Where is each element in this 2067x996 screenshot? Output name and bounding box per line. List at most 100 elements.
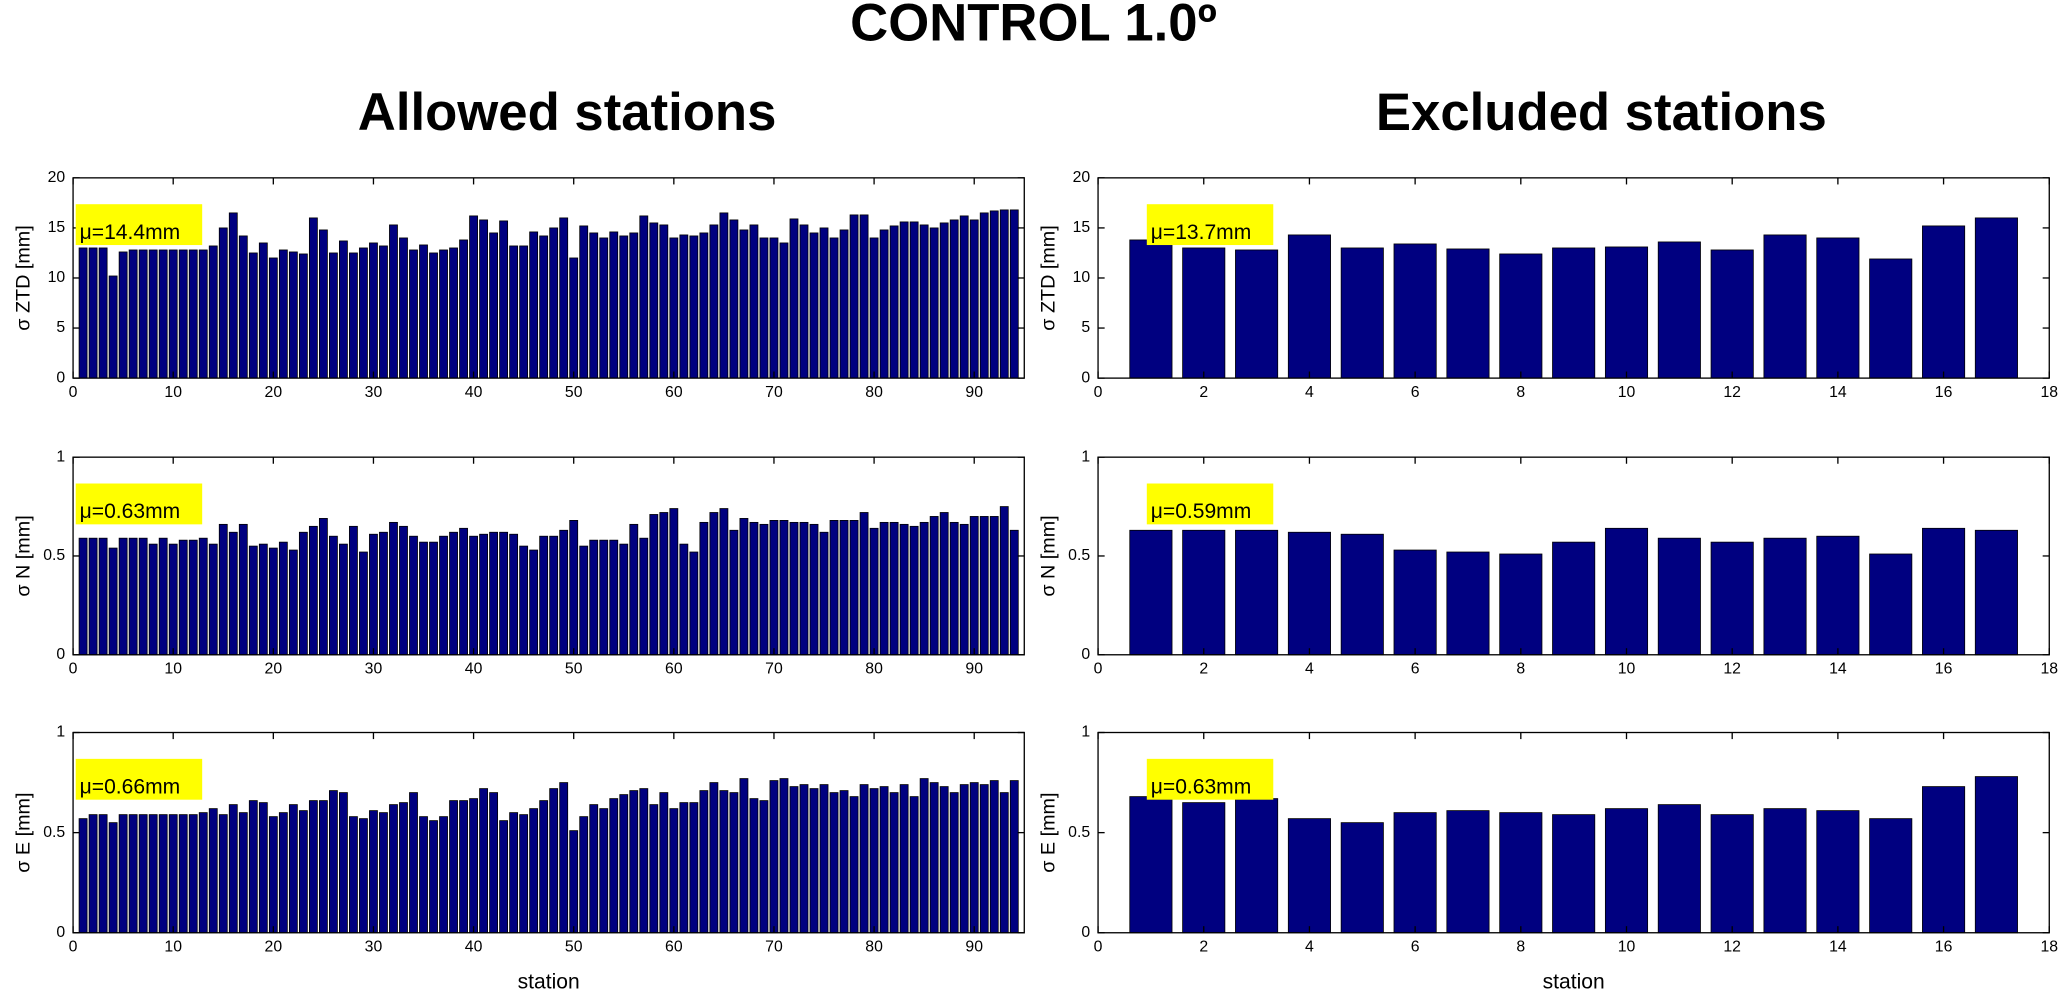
bar: [679, 802, 689, 934]
x-tick-label: 70: [765, 384, 783, 401]
bar: [879, 229, 889, 379]
bar: [1763, 234, 1807, 379]
x-tick-label: 40: [465, 384, 483, 401]
bar: [639, 788, 649, 934]
bar: [529, 231, 539, 379]
bar: [238, 812, 248, 934]
y-axis-label: σ E [mm]: [1038, 793, 1060, 873]
bar: [739, 778, 749, 934]
bar: [739, 229, 749, 379]
bar: [78, 818, 88, 934]
bar: [519, 814, 529, 934]
y-tick-label: 20: [1073, 169, 1091, 186]
y-tick-label: 0: [56, 369, 65, 386]
bar: [138, 814, 148, 934]
bar: [329, 535, 338, 656]
bar: [1182, 529, 1226, 656]
bar: [679, 543, 689, 656]
bar: [1340, 822, 1384, 934]
y-tick-label: 0.5: [1068, 547, 1090, 564]
bar: [449, 247, 458, 379]
bar: [859, 214, 869, 379]
bar: [849, 520, 859, 656]
bar: [138, 249, 148, 379]
bar: [479, 219, 488, 379]
bar: [509, 533, 519, 656]
x-tick-label: 30: [365, 938, 383, 955]
bar: [298, 253, 308, 379]
bar: [128, 249, 138, 379]
bar: [989, 516, 999, 656]
x-tick-label: 14: [1829, 384, 1847, 401]
x-tick-label: 20: [265, 938, 283, 955]
bar: [98, 814, 108, 934]
bar: [108, 822, 118, 934]
bar: [959, 784, 969, 934]
x-tick-label: 40: [465, 660, 483, 677]
bar: [819, 784, 829, 934]
bar: [799, 784, 809, 934]
bar: [459, 800, 468, 934]
bar: [349, 525, 358, 656]
bar: [1235, 529, 1279, 656]
bar: [619, 543, 629, 656]
bar: [1763, 537, 1807, 656]
x-tick-label: 10: [164, 384, 182, 401]
x-tick-label: 70: [765, 938, 783, 955]
bar: [178, 814, 188, 934]
x-tick-label: 18: [2040, 384, 2058, 401]
bar: [1922, 225, 1966, 379]
x-tick-label: 50: [565, 938, 583, 955]
bar: [329, 252, 338, 379]
bar: [689, 551, 699, 656]
bar: [1552, 814, 1596, 934]
bar: [1287, 818, 1331, 934]
bar: [1552, 541, 1596, 656]
x-tick-label: 10: [1618, 938, 1636, 955]
bar: [639, 537, 649, 656]
x-tick-label: 6: [1411, 660, 1420, 677]
x-tick-label: 18: [2040, 938, 2058, 955]
bar: [1129, 529, 1173, 656]
bar: [539, 535, 549, 656]
bar: [929, 782, 939, 934]
bar: [218, 227, 228, 379]
bar: [409, 249, 418, 379]
bar: [419, 816, 428, 934]
bar: [429, 820, 438, 934]
annotation: μ=13.7mm: [1151, 221, 1252, 244]
bar: [1974, 217, 2018, 379]
bar: [589, 539, 599, 656]
bar: [429, 541, 438, 656]
bar: [649, 222, 659, 379]
x-tick-label: 90: [965, 938, 983, 955]
bar: [729, 792, 739, 934]
bar: [268, 257, 278, 379]
x-tick-label: 16: [1935, 938, 1953, 955]
bar: [329, 790, 338, 934]
bar: [569, 830, 579, 934]
y-axis-label: σ ZTD [mm]: [13, 225, 35, 330]
x-tick-label: 6: [1411, 938, 1420, 955]
bar: [1446, 551, 1490, 656]
bar: [899, 784, 909, 934]
annotation-box: [75, 758, 203, 800]
bar: [909, 221, 919, 379]
x-tick-label: 0: [69, 660, 78, 677]
bar: [849, 214, 859, 379]
bar: [1182, 802, 1226, 934]
bar: [419, 244, 428, 379]
bar: [549, 227, 559, 379]
bar: [839, 229, 849, 379]
bar: [248, 800, 258, 934]
bar: [268, 547, 278, 656]
bar: [339, 543, 348, 656]
bar: [278, 541, 288, 656]
bar: [789, 218, 799, 379]
bar: [749, 798, 759, 934]
bar: [1129, 796, 1173, 934]
bar: [759, 237, 769, 379]
bar: [499, 220, 509, 379]
